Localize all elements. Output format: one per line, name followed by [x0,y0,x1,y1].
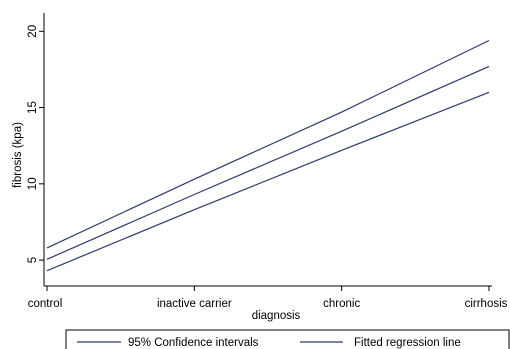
legend-box [65,329,510,349]
y-axis-title: fibrosis (kpa) [12,122,24,188]
y-tick-label: 10 [27,177,39,190]
legend-label-fitted-regression-line: Fitted regression line [354,337,461,349]
series-line-fit [46,65,490,260]
y-tick-label: 15 [27,101,39,114]
series-line-upper [46,39,490,249]
y-tick-label: 5 [27,257,39,263]
legend-label-confidence-intervals: 95% Confidence intervals [128,337,259,349]
x-tick-label: inactive carrier [157,298,232,310]
x-axis-title: diagnosis [252,310,301,322]
legend: 95% Confidence intervals Fitted regressi… [65,329,510,349]
x-tick-label: cirrhosis [465,298,508,310]
series-line-lower [46,91,490,272]
axes: 5 10 15 20 control inactive carrier chronic cir… [27,13,508,310]
labels-layer: diagnosis fibrosis (kpa) [12,122,301,322]
x-tick-label: chronic [323,298,360,310]
y-tick-label: 20 [27,25,39,38]
x-tick-label: control [28,298,63,310]
series-layer [46,39,490,272]
